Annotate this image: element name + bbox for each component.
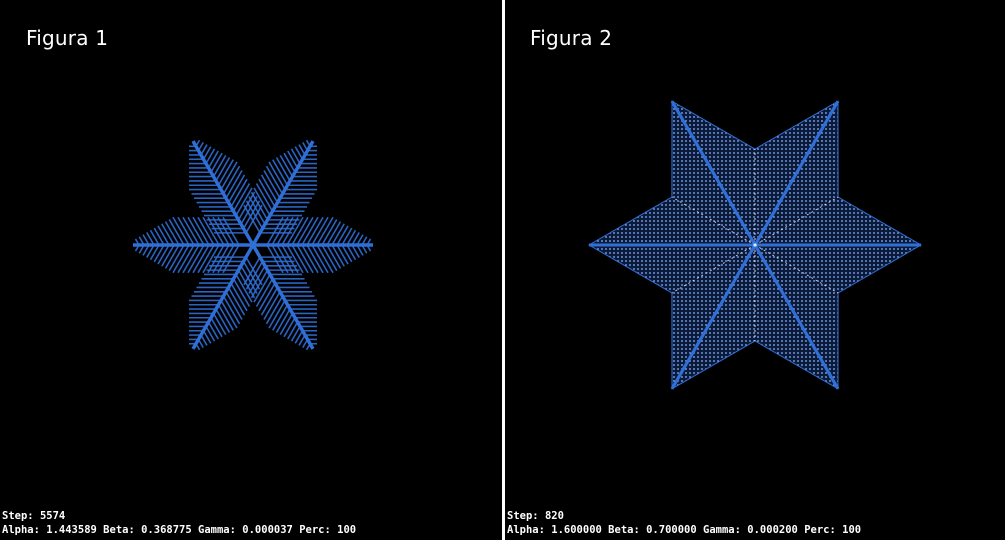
figure-1-title: Figura 1 xyxy=(26,26,109,50)
step-value: 5574 xyxy=(39,510,66,522)
dendrite-arms xyxy=(133,139,373,351)
step-value: 820 xyxy=(544,510,564,522)
gamma-label: Gamma: xyxy=(703,524,741,536)
figure-2-params-line: Alpha: 1.600000 Beta: 0.700000 Gamma: 0.… xyxy=(507,523,861,537)
star-plate xyxy=(588,100,922,390)
figure-1-params-line: Alpha: 1.443589 Beta: 0.368775 Gamma: 0.… xyxy=(2,523,356,537)
perc-label: Perc: xyxy=(299,524,331,536)
beta-value: 0.700000 xyxy=(646,524,697,536)
figure-1-stats: Step: 5574 Alpha: 1.443589 Beta: 0.368775… xyxy=(2,509,356,537)
figure-1-panel: Figura 1 Step: 5574 Alpha: 1.443589 Beta:… xyxy=(0,0,502,540)
gamma-value: 0.000037 xyxy=(242,524,293,536)
figure-2-step-line: Step: 820 xyxy=(507,509,861,523)
figure-2-stats: Step: 820 Alpha: 1.600000 Beta: 0.700000 … xyxy=(507,509,861,537)
alpha-value: 1.600000 xyxy=(551,524,602,536)
snowflake-star-image xyxy=(588,100,922,390)
beta-label: Beta: xyxy=(103,524,135,536)
perc-value: 100 xyxy=(337,524,357,536)
figure-2-panel: Figura 2 Step: 820 Alpha: 1.600000 Beta: … xyxy=(505,0,1005,540)
figure-2-title: Figura 2 xyxy=(530,26,613,50)
step-label: Step: xyxy=(507,510,539,522)
alpha-value: 1.443589 xyxy=(46,524,97,536)
step-label: Step: xyxy=(2,510,34,522)
beta-value: 0.368775 xyxy=(141,524,192,536)
gamma-label: Gamma: xyxy=(198,524,236,536)
perc-label: Perc: xyxy=(804,524,836,536)
snowflake-dendrite-image xyxy=(133,139,373,351)
perc-value: 100 xyxy=(842,524,862,536)
alpha-label: Alpha: xyxy=(2,524,40,536)
figure-1-step-line: Step: 5574 xyxy=(2,509,356,523)
beta-label: Beta: xyxy=(608,524,640,536)
alpha-label: Alpha: xyxy=(507,524,545,536)
gamma-value: 0.000200 xyxy=(747,524,798,536)
